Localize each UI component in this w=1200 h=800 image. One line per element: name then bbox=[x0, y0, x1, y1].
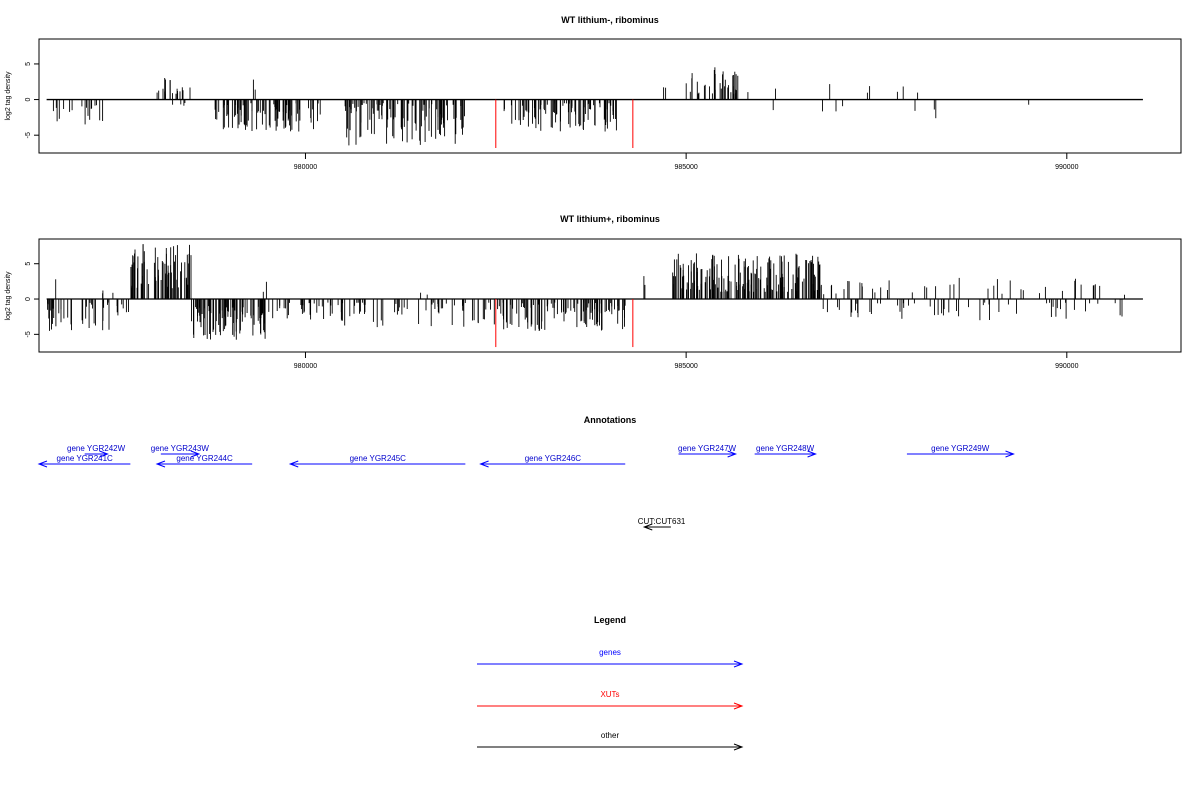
gene-label: gene YGR244C bbox=[176, 454, 233, 463]
y-tick-label: 5 bbox=[25, 262, 32, 266]
gene-label: gene YGR249W bbox=[931, 444, 990, 453]
track-panel-lithium-plus: WT lithium+, ribominus log2 tag density … bbox=[5, 214, 1182, 370]
gene-label: gene YGR245C bbox=[350, 454, 407, 463]
plot-frame bbox=[38, 38, 1182, 154]
legend-item-XUTs: XUTs bbox=[477, 690, 744, 710]
panel-title: WT lithium-, ribominus bbox=[561, 15, 659, 25]
axes: 980000 985000 990000 -5 0 5 bbox=[25, 62, 1079, 171]
gene-label: gene YGR242W bbox=[67, 444, 126, 453]
data-bars bbox=[46, 244, 1143, 348]
legend: Legend genes XUTs other bbox=[477, 615, 744, 751]
gene-arrow bbox=[155, 460, 253, 468]
y-tick-label: 5 bbox=[25, 62, 32, 66]
gene-arrow bbox=[288, 460, 466, 468]
gene-arrow bbox=[479, 460, 626, 468]
y-axis-label: log2 tag density bbox=[5, 71, 12, 121]
gene-arrow bbox=[37, 460, 131, 468]
gene-label: gene YGR241C bbox=[57, 454, 114, 463]
gene-arrow bbox=[754, 450, 817, 458]
legend-arrowhead bbox=[733, 702, 744, 710]
y-tick-label: 0 bbox=[25, 98, 32, 102]
legend-item-other: other bbox=[477, 731, 744, 751]
annotations-title: Annotations bbox=[584, 415, 637, 425]
x-tick-label: 980000 bbox=[294, 164, 317, 171]
x-tick-label: 985000 bbox=[674, 363, 697, 370]
data-bars bbox=[46, 67, 1143, 149]
x-tick-label: 980000 bbox=[294, 363, 317, 370]
legend-arrowhead bbox=[733, 743, 744, 751]
legend-item-genes: genes bbox=[477, 648, 744, 668]
gene-arrow bbox=[84, 450, 109, 458]
x-tick-label: 990000 bbox=[1055, 363, 1078, 370]
gene-arrow bbox=[678, 450, 738, 458]
panel-title: WT lithium+, ribominus bbox=[560, 214, 660, 224]
gene-label: gene YGR248W bbox=[756, 444, 815, 453]
axes: 980000 985000 990000 -5 0 5 bbox=[25, 262, 1079, 370]
other-feature-arrow bbox=[642, 523, 671, 531]
track-panel-lithium-minus: WT lithium-, ribominus log2 tag density … bbox=[5, 15, 1182, 171]
y-tick-label: -5 bbox=[25, 132, 32, 138]
y-tick-label: 0 bbox=[25, 297, 32, 301]
legend-label: other bbox=[601, 731, 620, 740]
gene-label: gene YGR246C bbox=[525, 454, 582, 463]
gene-label: gene YGR243W bbox=[151, 444, 210, 453]
gene-label: gene YGR247W bbox=[678, 444, 737, 453]
y-axis-label: log2 tag density bbox=[5, 271, 12, 321]
other-feature-label: CUT:CUT631 bbox=[638, 517, 686, 526]
legend-title: Legend bbox=[594, 615, 626, 625]
legend-items: genes XUTs other bbox=[477, 648, 744, 751]
legend-arrowhead bbox=[733, 660, 744, 668]
x-tick-label: 985000 bbox=[674, 164, 697, 171]
gene-arrow bbox=[160, 450, 201, 458]
x-tick-label: 990000 bbox=[1055, 164, 1078, 171]
plot-frame bbox=[38, 238, 1182, 353]
gene-arrow bbox=[906, 450, 1015, 458]
y-tick-label: -5 bbox=[25, 331, 32, 337]
legend-label: XUTs bbox=[600, 690, 619, 699]
legend-label: genes bbox=[599, 648, 621, 657]
